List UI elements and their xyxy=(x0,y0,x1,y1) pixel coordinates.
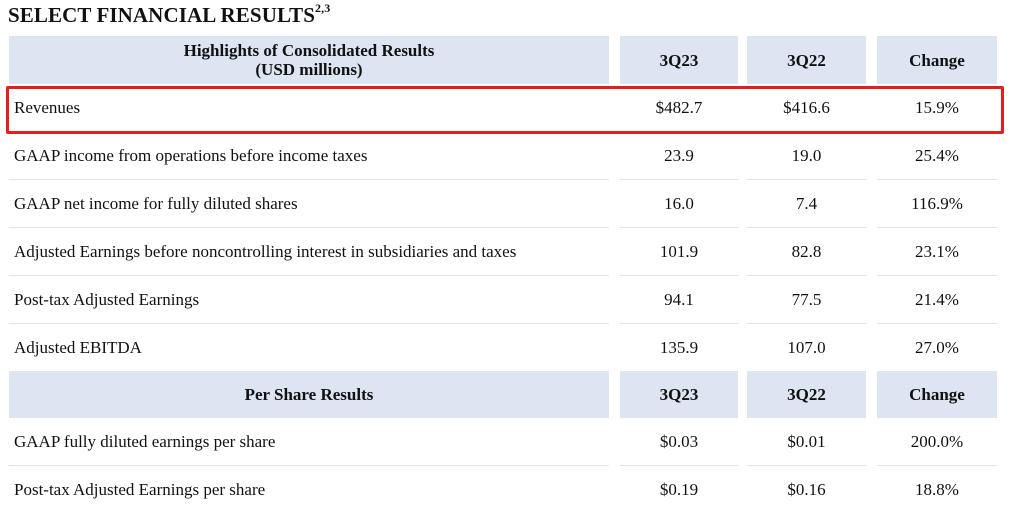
row-3q23: 135.9 xyxy=(659,338,699,357)
highlights-header-row: Highlights of Consolidated Results (USD … xyxy=(9,36,997,84)
row-3q22: 82.8 xyxy=(747,228,866,276)
row-3q22: $0.01 xyxy=(747,418,866,466)
header-label-line2: (USD millions) xyxy=(255,60,363,79)
row-3q22: $416.6 xyxy=(747,84,866,132)
title-footnote-ref: 2,3 xyxy=(315,1,331,15)
table-row: Post-tax Adjusted Earnings 94.1 77.5 21.… xyxy=(9,276,997,324)
row-3q23: 101.9 xyxy=(620,228,738,276)
row-change: 21.4% xyxy=(877,276,997,324)
page-title: SELECT FINANCIAL RESULTS2,3 xyxy=(8,1,331,28)
row-change: 25.4% xyxy=(877,132,997,180)
highlights-header-label: Highlights of Consolidated Results (USD … xyxy=(9,36,609,84)
row-3q23: $0.19 xyxy=(659,480,699,499)
row-3q22: 77.5 xyxy=(747,276,866,324)
row-change: 200.0% xyxy=(877,418,997,466)
table-row-revenues: Revenues $482.7 $416.6 15.9% xyxy=(9,84,997,132)
row-3q23: 16.0 xyxy=(620,180,738,228)
row-3q22: $0.16 xyxy=(787,480,826,499)
title-text: SELECT FINANCIAL RESULTS xyxy=(8,3,316,27)
row-label: Adjusted EBITDA xyxy=(14,338,142,357)
header-3q22: 3Q22 xyxy=(747,36,866,84)
row-change: 18.8% xyxy=(915,480,959,499)
row-3q23: 94.1 xyxy=(620,276,738,324)
header-change: Change xyxy=(877,371,997,418)
row-change: 23.1% xyxy=(877,228,997,276)
row-3q22: 19.0 xyxy=(747,132,866,180)
row-3q22: 107.0 xyxy=(787,338,826,357)
row-3q23: $0.03 xyxy=(620,418,738,466)
row-change: 15.9% xyxy=(877,84,997,132)
table-row: GAAP income from operations before incom… xyxy=(9,132,997,180)
header-3q23: 3Q23 xyxy=(620,371,738,418)
table-row: Adjusted EBITDA 135.9 107.0 27.0% xyxy=(9,324,997,372)
table-row: Adjusted Earnings before noncontrolling … xyxy=(9,228,997,276)
header-label-line1: Highlights of Consolidated Results xyxy=(183,41,435,60)
row-label: Revenues xyxy=(9,84,609,132)
row-label: GAAP net income for fully diluted shares xyxy=(9,180,609,228)
row-label: GAAP fully diluted earnings per share xyxy=(9,418,609,466)
row-3q23: 23.9 xyxy=(620,132,738,180)
header-change: Change xyxy=(877,36,997,84)
header-3q23: 3Q23 xyxy=(620,36,738,84)
row-label: Post-tax Adjusted Earnings per share xyxy=(14,480,266,499)
table-row: GAAP net income for fully diluted shares… xyxy=(9,180,997,228)
row-label: Post-tax Adjusted Earnings xyxy=(9,276,609,324)
row-3q22: 7.4 xyxy=(747,180,866,228)
row-change: 116.9% xyxy=(877,180,997,228)
row-label: GAAP income from operations before incom… xyxy=(9,132,609,180)
header-3q22: 3Q22 xyxy=(747,371,866,418)
row-3q23: $482.7 xyxy=(620,84,738,132)
table-row: GAAP fully diluted earnings per share $0… xyxy=(9,418,997,466)
row-label: Adjusted Earnings before noncontrolling … xyxy=(9,228,609,276)
table-row: Post-tax Adjusted Earnings per share $0.… xyxy=(9,466,997,514)
per-share-header-row: Per Share Results 3Q23 3Q22 Change xyxy=(9,371,997,418)
per-share-header-label: Per Share Results xyxy=(9,371,609,418)
row-change: 27.0% xyxy=(915,338,959,357)
